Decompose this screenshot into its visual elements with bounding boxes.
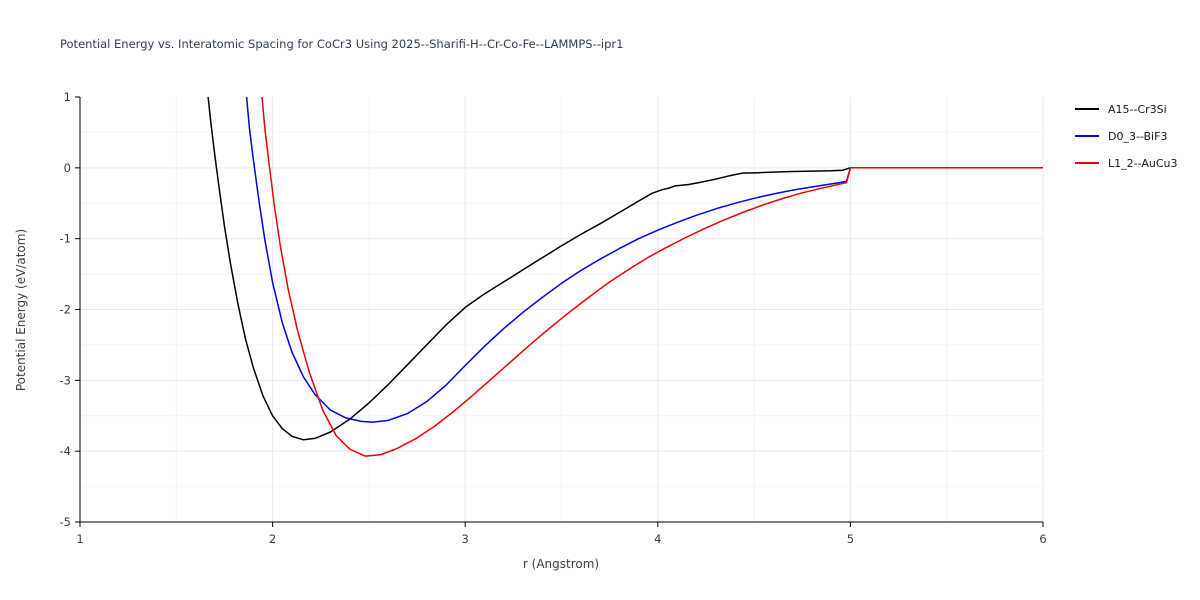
tick-marks (75, 96, 1044, 527)
tick-labels: 1 2 3 4 5 6 -5 -4 -3 -2 -1 0 1 (60, 90, 1047, 546)
series-line-A15--Cr3Si (207, 97, 1043, 441)
x-tick-label: 6 (1039, 532, 1046, 546)
x-tick-label: 5 (847, 532, 854, 546)
chart-title: Potential Energy vs. Interatomic Spacing… (60, 37, 624, 51)
legend-line-swatch (1075, 108, 1099, 110)
x-tick-label: 2 (269, 532, 276, 546)
legend-label: D0_3--BiF3 (1108, 129, 1168, 143)
gridlines-major (80, 97, 1044, 522)
y-tick-label: 1 (64, 90, 71, 104)
series-line-D0_3--BiF3 (245, 97, 1043, 423)
series-lines (207, 97, 1043, 457)
x-tick-label: 1 (76, 532, 83, 546)
legend-item: D0_3--BiF3 (1075, 128, 1177, 144)
legend: A15--Cr3Si D0_3--BiF3 L1_2--AuCu3 (1075, 101, 1177, 182)
legend-item: L1_2--AuCu3 (1075, 155, 1177, 171)
legend-line-swatch (1075, 162, 1099, 164)
legend-label: L1_2--AuCu3 (1108, 156, 1178, 170)
y-tick-label: -1 (60, 232, 71, 246)
y-tick-label: -2 (60, 303, 71, 317)
legend-item: A15--Cr3Si (1075, 101, 1177, 117)
y-tick-label: -4 (60, 444, 71, 458)
y-tick-label: -5 (60, 515, 71, 529)
y-tick-label: -3 (60, 373, 71, 387)
series-line-L1_2--AuCu3 (261, 97, 1043, 457)
y-axis-label: Potential Energy (eV/atom) (14, 228, 28, 392)
legend-line-swatch (1075, 135, 1099, 137)
x-tick-label: 3 (462, 532, 469, 546)
legend-label: A15--Cr3Si (1108, 102, 1167, 116)
x-axis-label: r (Angstrom) (522, 557, 600, 571)
x-tick-label: 4 (654, 532, 661, 546)
y-tick-label: 0 (64, 161, 71, 175)
